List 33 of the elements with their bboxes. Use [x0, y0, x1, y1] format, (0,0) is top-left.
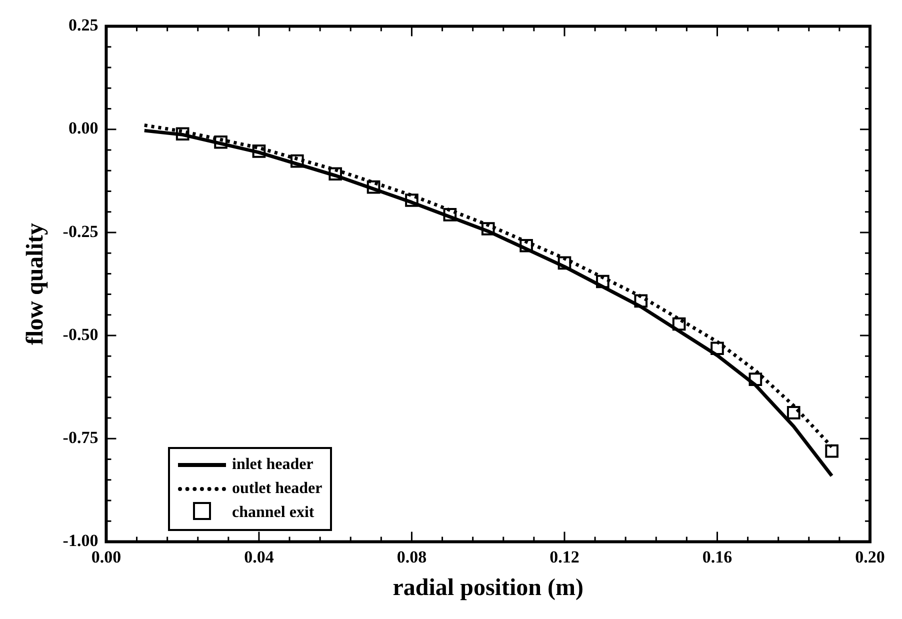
- point: [481, 222, 495, 236]
- x-tick-label: 0.08: [396, 547, 427, 566]
- point: [290, 154, 304, 168]
- x-axis-title: radial position (m): [392, 574, 584, 601]
- point: [634, 294, 648, 308]
- legend-label: outlet header: [232, 480, 322, 498]
- y-tick-label: -0.50: [62, 324, 98, 344]
- x-tick-label: 0.12: [550, 547, 580, 566]
- point: [520, 238, 533, 252]
- x-tick-label: 0.04: [244, 547, 274, 566]
- point: [405, 194, 418, 207]
- point: [748, 372, 762, 386]
- x-tick-label: 0.20: [855, 547, 885, 566]
- point: [825, 444, 838, 458]
- point: [786, 406, 800, 420]
- point: [710, 342, 724, 356]
- y-tick-label: 0.00: [68, 118, 98, 138]
- point: [214, 135, 228, 149]
- point: [328, 167, 342, 181]
- point: [366, 180, 380, 194]
- point: [558, 256, 572, 270]
- legend-label: inlet header: [232, 456, 314, 474]
- point: [176, 127, 190, 141]
- x-tick-label: 0.16: [702, 547, 732, 566]
- point: [443, 208, 457, 222]
- point: [252, 144, 266, 158]
- point: [672, 317, 686, 331]
- y-tick-label: -0.75: [62, 428, 98, 448]
- y-tick-label: -0.25: [62, 222, 98, 241]
- point: [596, 274, 610, 288]
- y-axis-title: flow quality: [22, 222, 49, 346]
- legend-label: channel exit: [232, 504, 314, 522]
- y-tick-label: 0.25: [68, 16, 98, 35]
